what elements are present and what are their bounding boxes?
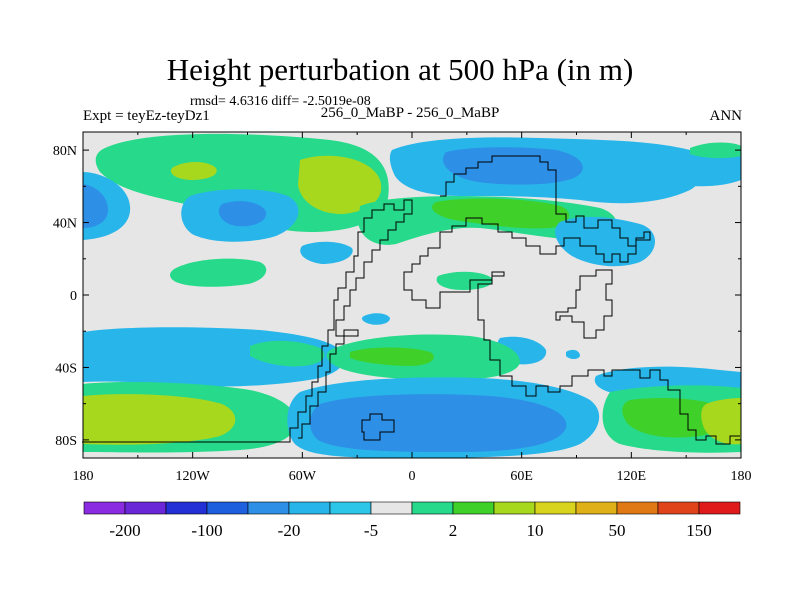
experiment-label: Expt = teyEz-teyDz1 (83, 108, 210, 124)
contour-yellowgreen-sh-right (701, 398, 741, 445)
contour-blue-tropics-tiny (566, 349, 580, 359)
colorbar-swatch (124, 501, 167, 515)
colorbar-label: -100 (191, 521, 222, 540)
chart-title: Height perturbation at 500 hPa (in m) (166, 52, 634, 87)
colorbar-swatch (534, 501, 577, 515)
contour-yellowgreen-nh-small (170, 162, 217, 180)
contour-blue-nh-right (647, 151, 741, 187)
colorbar-label: -20 (278, 521, 301, 540)
y-tick-label: 0 (70, 289, 77, 304)
colorbar-label: -5 (364, 521, 378, 540)
coastlines (82, 155, 740, 445)
x-tick-label: 0 (409, 469, 416, 484)
coastline-india-seasia (555, 269, 613, 339)
colorbar-swatch (493, 501, 536, 515)
contour-green-sh-atlantic-inner (350, 347, 434, 366)
colorbar-swatch (247, 501, 290, 515)
colorbar-swatch (411, 501, 454, 515)
contour-blue-tropics-small (362, 313, 390, 325)
coastline-antarctica-inner (361, 413, 395, 441)
colorbar-swatch (206, 501, 249, 515)
colorbar-swatch (165, 501, 208, 515)
coastline-eurasia-africa (403, 155, 740, 445)
axes: 180 120W 60W 0 60E 120E 180 80N 40N 0 40S 80S (53, 132, 752, 484)
y-tick-label: 40N (53, 217, 77, 232)
colorbar: -200 -100 -20 -5 2 10 50 150 (83, 501, 741, 540)
colorbar-swatch (575, 501, 618, 515)
colorbar-label: -200 (109, 521, 140, 540)
colorbar-label: 150 (686, 521, 712, 540)
colorbar-label: 2 (449, 521, 458, 540)
stats-text: rmsd= 4.6316 diff= -2.5019e-08 (190, 94, 371, 109)
colorbar-swatch (370, 501, 413, 515)
x-tick-label: 60E (510, 469, 533, 484)
contour-yellowgreen-sh-left (83, 394, 236, 445)
colorbar-label: 50 (609, 521, 626, 540)
contour-green-nh-right-corner (690, 142, 741, 159)
colorbar-swatch (657, 501, 700, 515)
contour-blue-nh-left-inner (83, 184, 108, 228)
season-label: ANN (709, 108, 743, 124)
y-tick-label: 40S (55, 361, 77, 376)
contour-blue-nh-west-inner (218, 201, 267, 227)
colorbar-swatch (83, 501, 126, 515)
x-tick-label: 120W (176, 469, 211, 484)
x-tick-label: 180 (731, 469, 752, 484)
contour-yellowgreen-nh-pacific (298, 155, 382, 214)
colorbar-swatch (452, 501, 495, 515)
colorbar-swatch (288, 501, 331, 515)
colorbar-swatch (698, 501, 741, 515)
contour-green-tropics-pacific (170, 258, 267, 287)
colorbar-swatch (329, 501, 372, 515)
colorbar-label: 10 (527, 521, 544, 540)
contour-green-sh-right-inner (622, 398, 724, 438)
y-tick-label: 80N (53, 144, 77, 159)
contour-blue-sh-southern-ocean-inner (309, 394, 567, 452)
contour-blue-nh-atlantic-inner (442, 147, 583, 185)
contour-green-sh-south-america (250, 340, 325, 367)
coastline-americas (82, 199, 413, 443)
case-pair-label: 256_0_MaBP - 256_0_MaBP (320, 105, 500, 121)
contour-green-tropics-africa (436, 271, 493, 290)
x-tick-label: 60W (289, 469, 317, 484)
x-tick-label: 180 (73, 469, 94, 484)
contour-blue-nh-pacific-mid (300, 241, 353, 264)
y-tick-label: 80S (55, 434, 77, 449)
colorbar-swatch (616, 501, 659, 515)
x-tick-label: 120E (617, 469, 647, 484)
